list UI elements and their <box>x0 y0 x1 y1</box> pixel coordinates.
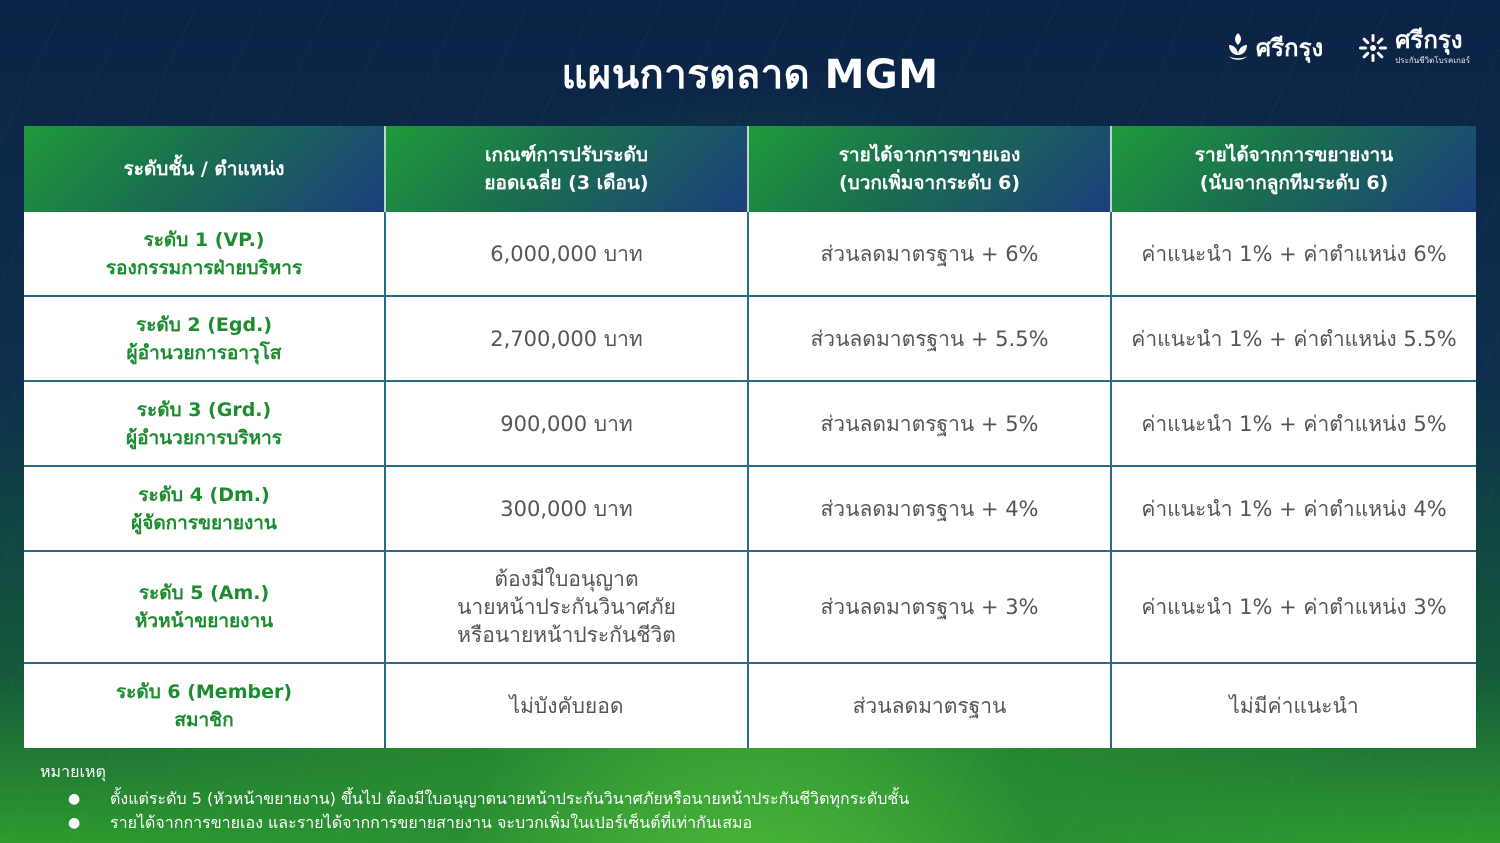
logo-left-name: ศรีกรุง <box>1255 33 1324 62</box>
team-income-cell: ไม่มีค่าแนะนำ <box>1229 694 1359 718</box>
table-header-cell: เกณฑ์การปรับระดับยอดเฉลี่ย (3 เดือน) <box>386 126 749 212</box>
logo-group: ศรีกรุง ศรีกรุง ประกันชีวิตโบรคเกอร์ <box>1226 28 1470 67</box>
note-text: ตั้งแต่ระดับ 5 (หัวหน้าขยายงาน) ขึ้นไป ต… <box>110 789 910 808</box>
cell-line: ต้องมีใบอนุญาต <box>494 567 639 591</box>
cell-line: รองกรรมการฝ่ายบริหาร <box>105 256 303 279</box>
cell-line: ไม่บังคับยอด <box>509 694 624 718</box>
cell-line: หรือนายหน้าประกันชีวิต <box>457 623 676 647</box>
cell-line: 300,000 บาท <box>500 496 633 521</box>
cell-line: 900,000 บาท <box>500 411 633 436</box>
cell-line: นายหน้าประกันวินาศภัย <box>457 595 676 619</box>
leaf-icon <box>1228 32 1247 60</box>
team-income-cell: ค่าแนะนำ 1% + ค่าตำแหน่ง 4% <box>1112 467 1476 552</box>
level-cell: ระดับ 4 (Dm.) ผู้จัดการขยายงาน <box>24 467 386 552</box>
cell-line: ระดับ 6 (Member) <box>115 681 293 703</box>
self-sales-income-cell: ส่วนลดมาตรฐาน <box>749 664 1112 748</box>
self-sales-income-cell: ส่วนลดมาตรฐาน + 5% <box>749 382 1112 467</box>
team-income-cell: ค่าแนะนำ 1% + ค่าตำแหน่ง 3% <box>1112 552 1476 664</box>
notes-section: หมายเหตุ ● ตั้งแต่ระดับ 5 (หัวหน้าขยายงาน… <box>40 760 909 835</box>
cell-line: (นับจากลูกทีมระดับ 6) <box>1199 172 1389 194</box>
table-header-cell: ระดับชั้น / ตำแหน่ง <box>24 126 386 212</box>
self-sales-income-cell: ส่วนลดมาตรฐาน + 3% <box>749 552 1112 664</box>
self-sales-income-cell: ส่วนลดมาตรฐาน + 6% <box>749 212 1112 297</box>
cell-line: 2,700,000 บาท <box>490 326 643 351</box>
bullet-icon: ● <box>68 791 81 807</box>
table-header-cell: รายได้จากการขายเอง (บวกเพิ่มจากระดับ 6) <box>749 126 1112 212</box>
self-sales-income-cell: ส่วนลดมาตรฐาน + 5.5% <box>749 297 1112 382</box>
cell-line: (บวกเพิ่มจากระดับ 6) <box>838 172 1021 194</box>
cell-line: หัวหน้าขยายงาน <box>134 610 274 632</box>
cell-line: ผู้อำนวยการอาวุโส <box>126 341 282 364</box>
note-text: รายได้จากการขายเอง และรายได้จากการขยายสา… <box>110 813 753 832</box>
criteria-cell: 300,000 บาท <box>386 467 749 552</box>
bullet-icon: ● <box>68 815 81 831</box>
cell-line: รายได้จากการขายเอง <box>838 144 1021 166</box>
cell-line: ระดับ 2 (Egd.) <box>135 313 273 336</box>
cell-line: ระดับ 5 (Am.) <box>138 582 270 604</box>
cell-line: ระดับ 4 (Dm.) <box>138 483 270 506</box>
level-cell: ระดับ 5 (Am.) หัวหน้าขยายงาน <box>24 552 386 664</box>
criteria-cell: ต้องมีใบอนุญาตนายหน้าประกันวินาศภัยหรือน… <box>386 552 749 664</box>
cell-line: ยอดเฉลี่ย (3 เดือน) <box>484 172 649 194</box>
notes-title: หมายเหตุ <box>40 762 106 781</box>
star-burst-icon <box>1359 33 1388 62</box>
self-sales-income-cell: ส่วนลดมาตรฐาน + 4% <box>749 467 1112 552</box>
team-income-cell: ค่าแนะนำ 1% + ค่าตำแหน่ง 6% <box>1112 212 1476 297</box>
cell-line: 6,000,000 บาท <box>490 241 643 266</box>
cell-line: เกณฑ์การปรับระดับ <box>485 144 648 166</box>
level-cell: ระดับ 1 (VP.) รองกรรมการฝ่ายบริหาร <box>24 212 386 297</box>
cell-line: รายได้จากการขยายงาน <box>1194 144 1394 166</box>
criteria-cell: 2,700,000 บาท <box>386 297 749 382</box>
cell-line: ระดับชั้น / ตำแหน่ง <box>123 158 285 180</box>
level-cell: ระดับ 6 (Member) สมาชิก <box>24 664 386 748</box>
level-cell: ระดับ 3 (Grd.) ผู้อำนวยการบริหาร <box>24 382 386 467</box>
level-cell: ระดับ 2 (Egd.) ผู้อำนวยการอาวุโส <box>24 297 386 382</box>
notes-list: ● ตั้งแต่ระดับ 5 (หัวหน้าขยายงาน) ขึ้นไป … <box>40 787 909 835</box>
table-header-cell: รายได้จากการขยายงาน (นับจากลูกทีมระดับ 6) <box>1112 126 1476 212</box>
note-item: ● รายได้จากการขายเอง และรายได้จากการขยายส… <box>40 811 909 835</box>
page-title: แผนการตลาด MGM <box>561 52 939 98</box>
cell-line: สมาชิก <box>174 709 234 731</box>
criteria-cell: ไม่บังคับยอด <box>386 664 749 748</box>
team-income-cell: ค่าแนะนำ 1% + ค่าตำแหน่ง 5% <box>1112 382 1476 467</box>
cell-line: ผู้อำนวยการบริหาร <box>125 426 283 449</box>
criteria-cell: 6,000,000 บาท <box>386 212 749 297</box>
logo-right-subtitle: ประกันชีวิตโบรคเกอร์ <box>1395 56 1470 65</box>
cell-line: ระดับ 1 (VP.) <box>143 228 265 251</box>
criteria-cell: 900,000 บาท <box>386 382 749 467</box>
srikrung-broker-logo: ศรีกรุง ประกันชีวิตโบรคเกอร์ <box>1357 28 1470 67</box>
note-item: ● ตั้งแต่ระดับ 5 (หัวหน้าขยายงาน) ขึ้นไป … <box>40 787 909 811</box>
logo-right-name: ศรีกรุง <box>1395 26 1463 54</box>
mgm-plan-table: ระดับชั้น / ตำแหน่ง เกณฑ์การปรับระดับยอดเ… <box>24 126 1476 748</box>
cell-line: ผู้จัดการขยายงาน <box>131 511 277 534</box>
team-income-cell: ค่าแนะนำ 1% + ค่าตำแหน่ง 5.5% <box>1112 297 1476 382</box>
cell-line: ระดับ 3 (Grd.) <box>136 398 272 421</box>
srikrung-logo: ศรีกรุง <box>1226 31 1323 65</box>
